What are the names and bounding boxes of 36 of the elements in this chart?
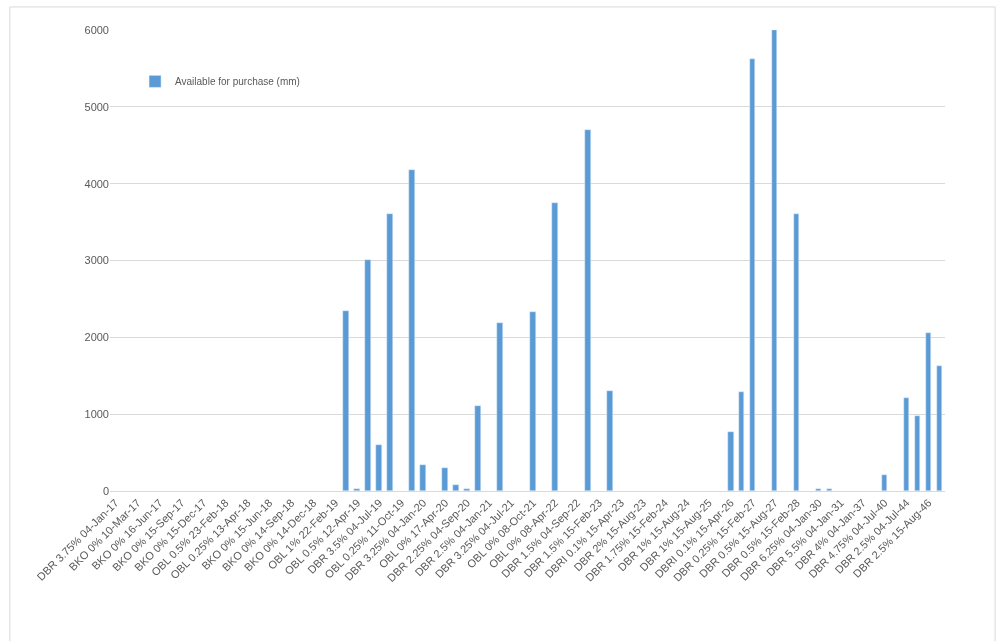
y-tick-label: 5000 bbox=[84, 100, 109, 113]
bar bbox=[529, 311, 536, 491]
bar bbox=[903, 397, 909, 491]
bar bbox=[815, 488, 821, 491]
bar bbox=[925, 332, 931, 491]
y-tick-label: 2000 bbox=[84, 331, 109, 344]
bar bbox=[496, 322, 503, 491]
bar bbox=[452, 484, 459, 491]
y-tick-label: 3000 bbox=[84, 254, 109, 267]
bar bbox=[881, 474, 887, 491]
legend-label: Available for purchase (mm) bbox=[175, 76, 300, 88]
bar bbox=[463, 488, 470, 491]
bar bbox=[375, 444, 382, 491]
bar bbox=[914, 415, 920, 491]
bar bbox=[584, 129, 591, 491]
bar bbox=[738, 391, 744, 491]
bar bbox=[419, 464, 426, 491]
bar bbox=[551, 202, 558, 491]
bar bbox=[936, 365, 942, 491]
y-tick-label: 0 bbox=[102, 484, 109, 497]
bar bbox=[727, 431, 734, 491]
bar bbox=[749, 58, 755, 491]
bar bbox=[441, 467, 448, 491]
bar bbox=[826, 488, 832, 491]
bar bbox=[771, 30, 777, 491]
bar bbox=[793, 213, 799, 491]
bar bbox=[342, 310, 349, 491]
y-tick-label: 4000 bbox=[84, 177, 109, 190]
y-tick-label: 1000 bbox=[84, 408, 109, 421]
bar bbox=[606, 390, 613, 491]
bar bbox=[474, 405, 481, 491]
bar bbox=[353, 488, 360, 491]
bar bbox=[364, 259, 371, 491]
y-tick-label: 6000 bbox=[84, 23, 109, 36]
bar bbox=[408, 169, 415, 491]
bar bbox=[386, 213, 393, 491]
